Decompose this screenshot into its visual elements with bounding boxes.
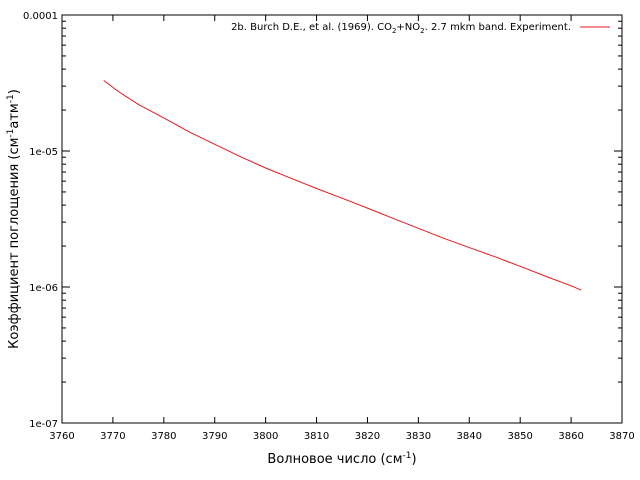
y-tick-label: 1e-05 [29,147,58,158]
y-axis-title: Коэффициент поглощения (см-1атм-1) [6,89,22,349]
y-tick-labels: 1e-07 1e-06 1e-05 0.0001 [23,11,58,430]
x-axis-title: Волновое число (см-1) [267,451,416,467]
plot-frame [61,14,623,424]
x-tick-label: 3870 [609,431,634,442]
legend-label: 2b. Burch D.E., et al. (1969). CO2+NO2. … [231,22,571,35]
x-tick-label: 3770 [100,431,125,442]
x-tick-label: 3810 [304,431,329,442]
x-tick-label: 3860 [558,431,583,442]
x-tick-label: 3790 [202,431,227,442]
x-tick-label: 3840 [457,431,482,442]
x-tick-labels: 3760 3770 3780 3790 3800 3810 3820 3830 3840 3850… [49,431,634,442]
legend: 2b. Burch D.E., et al. (1969). CO2+NO2. … [231,22,610,35]
x-tick-label: 3820 [355,431,380,442]
x-tick-label: 3780 [151,431,176,442]
y-tick-label: 0.0001 [23,11,58,22]
x-tick-label: 3800 [253,431,278,442]
series-layer [103,80,582,291]
axis-ticks [61,14,623,424]
y-tick-label: 1e-07 [29,419,58,430]
x-tick-label: 3760 [49,431,74,442]
series-line [103,80,582,291]
x-tick-label: 3830 [406,431,431,442]
y-tick-label: 1e-06 [29,283,58,294]
x-tick-label: 3850 [507,431,532,442]
